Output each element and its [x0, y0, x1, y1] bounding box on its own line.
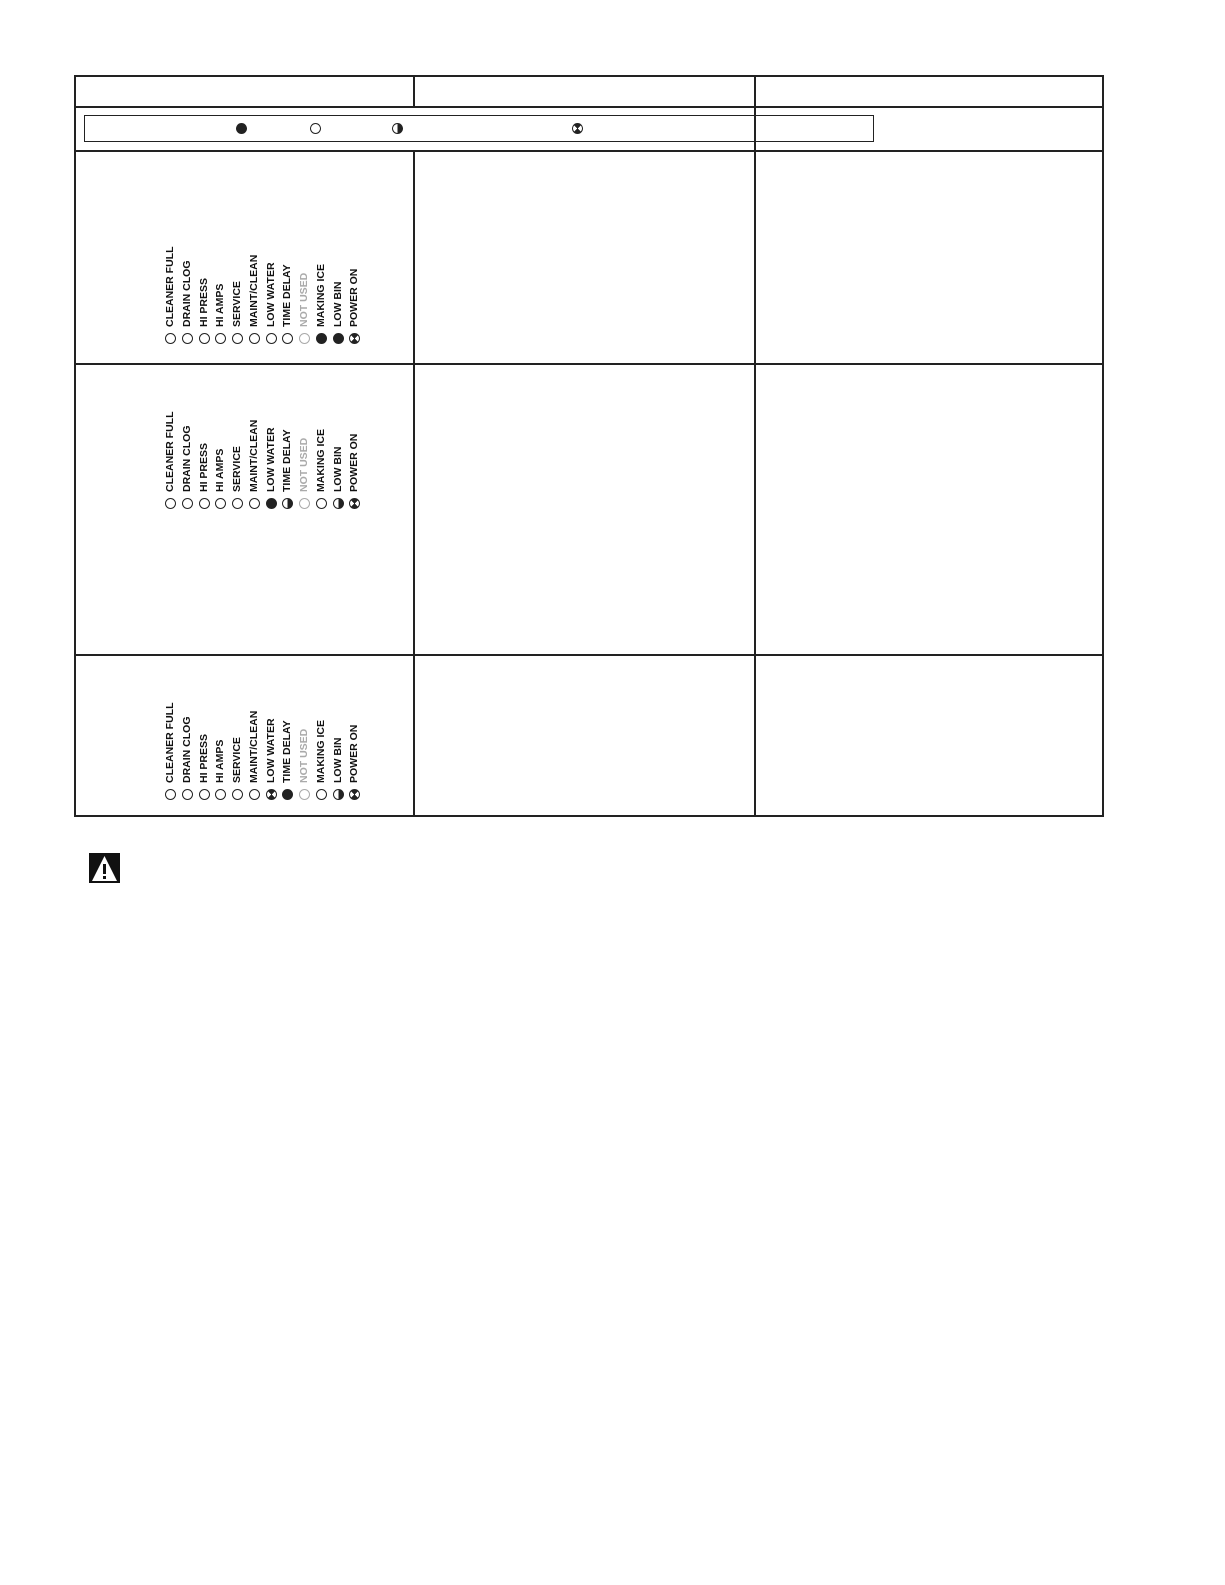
led-label: DRAIN CLOG: [180, 716, 193, 784]
led-label: TIME DELAY: [281, 429, 294, 492]
led-off-icon: [248, 789, 260, 800]
led-label: CLEANER FULL: [164, 702, 176, 784]
led-flash-icon: [572, 123, 583, 134]
led-half-icon: [332, 498, 344, 509]
row-divider: [76, 363, 1102, 365]
led-off-icon: [282, 333, 294, 344]
led-label: HI PRESS: [197, 442, 210, 492]
led-off-icon: [265, 333, 277, 344]
led-label: TIME DELAY: [281, 720, 294, 783]
led-label: LOW BIN: [331, 737, 344, 784]
led-off-icon: [299, 333, 310, 344]
led-label: LOW BIN: [331, 446, 344, 493]
led-label: NOT USED: [298, 272, 310, 327]
led-half-icon: [282, 498, 294, 509]
led-label: MAINT/CLEAN: [247, 710, 260, 783]
column-divider: [413, 77, 415, 106]
led-label: POWER ON: [348, 433, 361, 492]
led-on-icon: [315, 333, 327, 344]
led-label: SERVICE: [231, 446, 243, 492]
led-on-icon: [282, 789, 294, 800]
led-on-icon: [265, 498, 277, 509]
row-divider: [76, 106, 1102, 108]
led-off-icon: [198, 789, 210, 800]
row-divider: [76, 654, 1102, 656]
led-off-icon: [248, 333, 260, 344]
led-label: LOW BIN: [331, 281, 344, 328]
led-label: NOT USED: [298, 437, 310, 492]
column-divider: [413, 150, 415, 815]
column-divider: [754, 106, 756, 150]
led-label: TIME DELAY: [281, 264, 294, 327]
led-flash-icon: [265, 789, 277, 800]
led-off-icon: [165, 333, 176, 344]
led-label: LOW WATER: [264, 262, 277, 327]
led-off-icon: [181, 498, 193, 509]
led-label: HI PRESS: [197, 733, 210, 783]
led-off-icon: [181, 333, 193, 344]
led-off-icon: [232, 789, 243, 800]
led-label: MAINT/CLEAN: [247, 419, 260, 492]
led-label: MAKING ICE: [314, 264, 327, 327]
led-off-icon: [198, 498, 210, 509]
led-label: LOW WATER: [264, 718, 277, 783]
led-label: MAINT/CLEAN: [247, 254, 260, 327]
led-off-icon: [181, 789, 193, 800]
led-flash-icon: [349, 789, 361, 800]
led-label: HI PRESS: [197, 277, 210, 327]
led-off-icon: [215, 789, 227, 800]
led-legend: [84, 115, 874, 142]
led-label: HI AMPS: [214, 283, 227, 327]
led-label: DRAIN CLOG: [180, 260, 193, 328]
led-off-icon: [232, 333, 243, 344]
led-off-icon: [299, 789, 310, 800]
led-label: CLEANER FULL: [164, 246, 176, 328]
led-label: CLEANER FULL: [164, 411, 176, 493]
led-flash-icon: [349, 333, 361, 344]
led-off-icon: [165, 789, 176, 800]
led-label: POWER ON: [348, 268, 361, 327]
led-label: LOW WATER: [264, 427, 277, 492]
led-off-icon: [215, 333, 227, 344]
column-divider: [754, 150, 756, 815]
led-label: NOT USED: [298, 728, 310, 783]
led-off-icon: [198, 333, 210, 344]
led-half-icon: [392, 123, 403, 134]
led-label: SERVICE: [231, 281, 243, 327]
led-off-icon: [215, 498, 227, 509]
led-label: SERVICE: [231, 737, 243, 783]
led-label: POWER ON: [348, 724, 361, 783]
led-off-icon: [248, 498, 260, 509]
column-divider: [754, 77, 756, 106]
led-off-icon: [165, 498, 176, 509]
led-label: DRAIN CLOG: [180, 425, 193, 493]
led-on-icon: [332, 333, 344, 344]
warning-triangle-icon: [89, 853, 120, 883]
led-flash-icon: [349, 498, 361, 509]
led-label: HI AMPS: [214, 739, 227, 783]
led-label: MAKING ICE: [314, 720, 327, 783]
led-half-icon: [332, 789, 344, 800]
led-label: HI AMPS: [214, 448, 227, 492]
led-on-icon: [236, 123, 247, 134]
led-label: MAKING ICE: [314, 429, 327, 492]
led-off-icon: [315, 498, 327, 509]
led-off-icon: [299, 498, 310, 509]
troubleshooting-table: [74, 75, 1104, 817]
row-divider: [76, 150, 1102, 152]
led-off-icon: [315, 789, 327, 800]
led-off-icon: [310, 123, 321, 134]
led-off-icon: [232, 498, 243, 509]
